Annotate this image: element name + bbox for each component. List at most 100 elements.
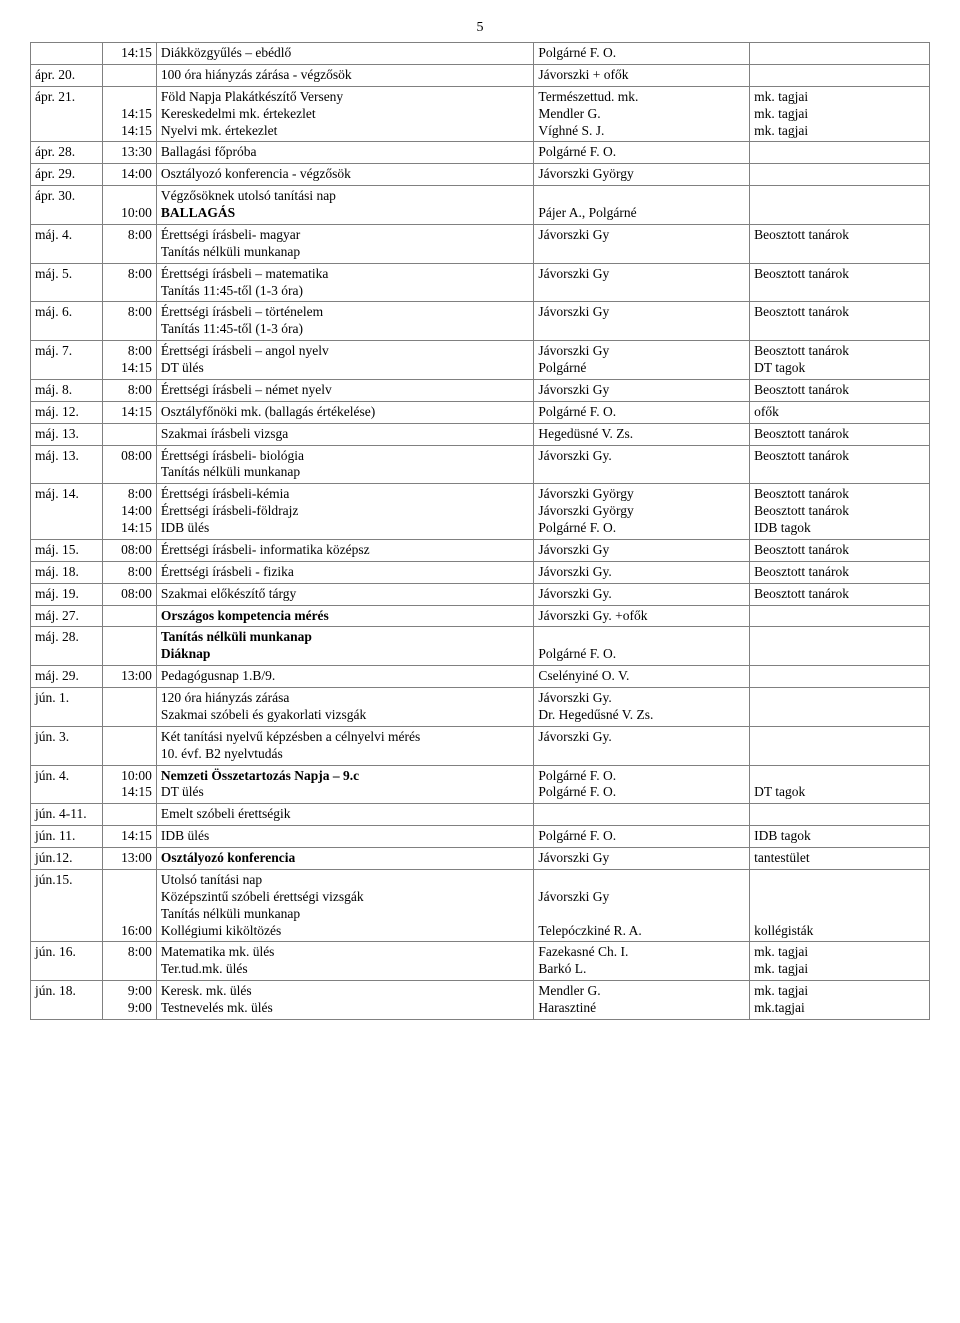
cell-responsible: Polgárné F. O.	[534, 43, 750, 65]
cell-note: Beosztott tanárok	[750, 423, 930, 445]
cell-responsible: Polgárné F. O.Polgárné F. O.	[534, 765, 750, 804]
cell-time: 10:00	[102, 186, 156, 225]
cell-note: DT tagok	[750, 765, 930, 804]
cell-event: Érettségi írásbeli-kémiaÉrettségi írásbe…	[156, 484, 534, 540]
schedule-table: 14:15Diákközgyűlés – ebédlőPolgárné F. O…	[30, 42, 930, 1020]
cell-date: máj. 29.	[31, 666, 103, 688]
cell-responsible: Jávorszki GyörgyJávorszki GyörgyPolgárné…	[534, 484, 750, 540]
cell-time	[102, 688, 156, 727]
cell-note: Beosztott tanárok	[750, 379, 930, 401]
cell-date: jún. 11.	[31, 826, 103, 848]
cell-time: 16:00	[102, 869, 156, 942]
cell-note: Beosztott tanárok	[750, 445, 930, 484]
table-row: máj. 5.8:00Érettségi írásbeli – matemati…	[31, 263, 930, 302]
cell-date: máj. 14.	[31, 484, 103, 540]
cell-date: máj. 12.	[31, 401, 103, 423]
cell-responsible: Hegedüsné V. Zs.	[534, 423, 750, 445]
cell-note: kollégisták	[750, 869, 930, 942]
table-row: jún. 11.14:15IDB ülésPolgárné F. O.IDB t…	[31, 826, 930, 848]
cell-event: 120 óra hiányzás zárásaSzakmai szóbeli é…	[156, 688, 534, 727]
cell-time: 8:00	[102, 302, 156, 341]
cell-date: jún. 3.	[31, 726, 103, 765]
cell-responsible: Fazekasné Ch. I.Barkó L.	[534, 942, 750, 981]
cell-time	[102, 804, 156, 826]
cell-note: Beosztott tanárokDT tagok	[750, 341, 930, 380]
cell-event: Érettségi írásbeli – német nyelv	[156, 379, 534, 401]
cell-note	[750, 726, 930, 765]
cell-event: Két tanítási nyelvű képzésben a célnyelv…	[156, 726, 534, 765]
cell-time: 8:0014:15	[102, 341, 156, 380]
cell-date	[31, 43, 103, 65]
cell-date: jún. 4.	[31, 765, 103, 804]
cell-date: máj. 28.	[31, 627, 103, 666]
cell-note	[750, 666, 930, 688]
cell-date: ápr. 20.	[31, 64, 103, 86]
cell-note: Beosztott tanárok	[750, 583, 930, 605]
table-row: máj. 18.8:00Érettségi írásbeli - fizikaJ…	[31, 561, 930, 583]
cell-responsible: Pájer A., Polgárné	[534, 186, 750, 225]
cell-note	[750, 804, 930, 826]
cell-event: Érettségi írásbeli – történelemTanítás 1…	[156, 302, 534, 341]
cell-responsible: Jávorszki Gy.	[534, 726, 750, 765]
cell-responsible: Polgárné F. O.	[534, 627, 750, 666]
cell-time: 8:0014:0014:15	[102, 484, 156, 540]
table-row: jún. 4.10:0014:15Nemzeti Összetartozás N…	[31, 765, 930, 804]
cell-note: Beosztott tanárok	[750, 561, 930, 583]
table-row: jún. 3. Két tanítási nyelvű képzésben a c…	[31, 726, 930, 765]
cell-note	[750, 164, 930, 186]
cell-time: 13:30	[102, 142, 156, 164]
cell-date: máj. 15.	[31, 539, 103, 561]
cell-event: Utolsó tanítási napKözépszintű szóbeli é…	[156, 869, 534, 942]
table-row: ápr. 20.100 óra hiányzás zárása - végzős…	[31, 64, 930, 86]
cell-date: máj. 19.	[31, 583, 103, 605]
cell-event: Érettségi írásbeli – matematikaTanítás 1…	[156, 263, 534, 302]
cell-responsible: Mendler G.Harasztiné	[534, 981, 750, 1020]
cell-note	[750, 688, 930, 727]
cell-responsible: Polgárné F. O.	[534, 401, 750, 423]
cell-date: máj. 6.	[31, 302, 103, 341]
table-row: jún.12.13:00Osztályozó konferenciaJávors…	[31, 848, 930, 870]
cell-time: 13:00	[102, 848, 156, 870]
cell-note	[750, 142, 930, 164]
cell-date: máj. 7.	[31, 341, 103, 380]
table-row: máj. 15.08:00Érettségi írásbeli- informa…	[31, 539, 930, 561]
cell-date: ápr. 28.	[31, 142, 103, 164]
table-row: máj. 28.Tanítás nélküli munkanapDiáknapP…	[31, 627, 930, 666]
cell-note	[750, 43, 930, 65]
cell-responsible: Jávorszki Gy.	[534, 561, 750, 583]
cell-responsible: Jávorszki Gy. +ofők	[534, 605, 750, 627]
cell-note: tantestület	[750, 848, 930, 870]
cell-date: jún. 18.	[31, 981, 103, 1020]
cell-date: máj. 13.	[31, 445, 103, 484]
table-row: máj. 27.Országos kompetencia mérésJávors…	[31, 605, 930, 627]
table-row: máj. 13.08:00Érettségi írásbeli- biológi…	[31, 445, 930, 484]
table-row: jún. 4-11.Emelt szóbeli érettségik	[31, 804, 930, 826]
cell-time: 14:00	[102, 164, 156, 186]
table-row: máj. 7.8:0014:15Érettségi írásbeli – ang…	[31, 341, 930, 380]
table-row: ápr. 30.10:00Végzősöknek utolsó tanítási…	[31, 186, 930, 225]
cell-responsible: Jávorszki Gy.	[534, 583, 750, 605]
cell-responsible: Cselényiné O. V.	[534, 666, 750, 688]
cell-note: mk. tagjaimk. tagjaimk. tagjai	[750, 86, 930, 142]
cell-date: jún.12.	[31, 848, 103, 870]
cell-responsible	[534, 804, 750, 826]
cell-event: Osztályfőnöki mk. (ballagás értékelése)	[156, 401, 534, 423]
cell-time: 14:1514:15	[102, 86, 156, 142]
cell-note	[750, 64, 930, 86]
cell-event: Osztályozó konferencia	[156, 848, 534, 870]
cell-time	[102, 605, 156, 627]
cell-event: Szakmai előkészítő tárgy	[156, 583, 534, 605]
cell-event: Végzősöknek utolsó tanítási napBALLAGÁS	[156, 186, 534, 225]
cell-time: 14:15	[102, 826, 156, 848]
cell-event: Érettségi írásbeli – angol nyelvDT ülés	[156, 341, 534, 380]
cell-event: Érettségi írásbeli - fizika	[156, 561, 534, 583]
cell-date: jún. 4-11.	[31, 804, 103, 826]
cell-note	[750, 627, 930, 666]
cell-responsible: Jávorszki Gy	[534, 302, 750, 341]
cell-event: Diákközgyűlés – ebédlő	[156, 43, 534, 65]
cell-time	[102, 627, 156, 666]
cell-date: ápr. 30.	[31, 186, 103, 225]
cell-responsible: Jávorszki GyPolgárné	[534, 341, 750, 380]
cell-responsible: Jávorszki Gy	[534, 224, 750, 263]
cell-note: Beosztott tanárokBeosztott tanárokIDB ta…	[750, 484, 930, 540]
